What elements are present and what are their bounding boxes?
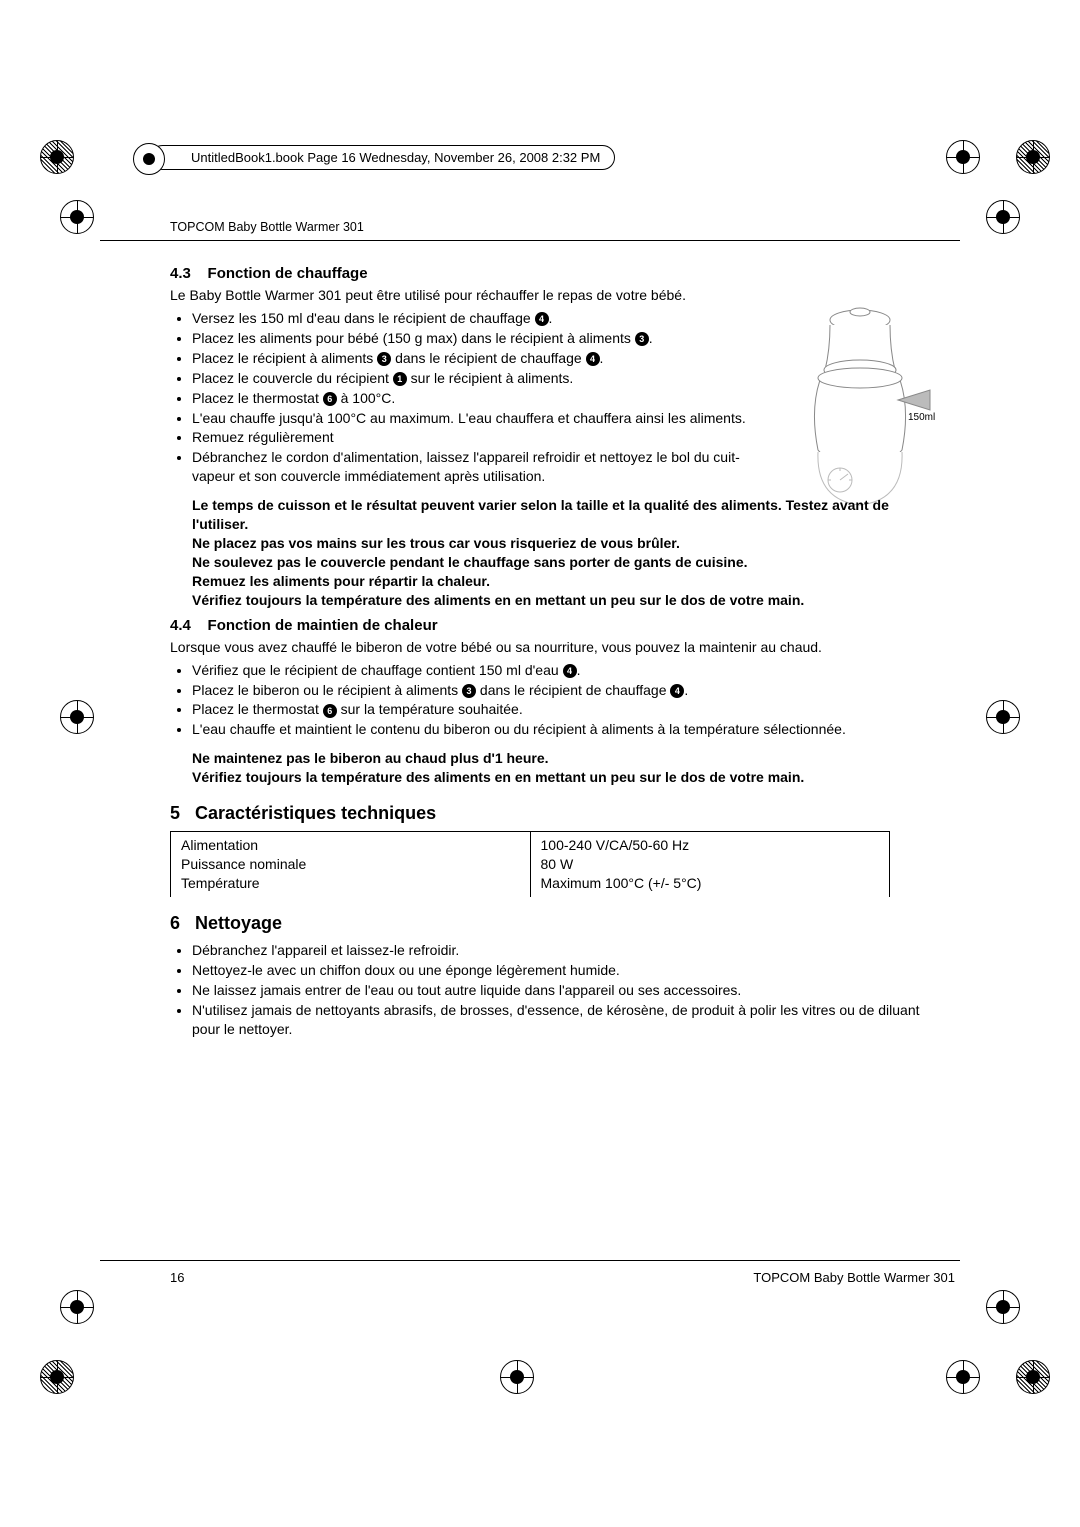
section-4-4-heading: 4.4 Fonction de maintien de chaleur bbox=[170, 616, 940, 636]
list-item: Placez les aliments pour bébé (150 g max… bbox=[192, 329, 752, 348]
ref-circle: 4 bbox=[563, 664, 577, 678]
list-item: Remuez régulièrement bbox=[192, 428, 752, 447]
list-item: L'eau chauffe et maintient le contenu du… bbox=[192, 720, 940, 739]
ref-circle: 6 bbox=[323, 392, 337, 406]
reg-mark-right-lower bbox=[986, 1290, 1020, 1324]
list-item: Nettoyez-le avec un chiffon doux ou une … bbox=[192, 961, 940, 980]
list-item: Placez le récipient à aliments 3 dans le… bbox=[192, 349, 752, 368]
ref-circle: 3 bbox=[635, 332, 649, 346]
reg-mark-bottom-right-1 bbox=[946, 1360, 980, 1394]
reg-mark-right-upper bbox=[986, 200, 1020, 234]
reg-mark-top-right-1 bbox=[946, 140, 980, 174]
running-head: UntitledBook1.book Page 16 Wednesday, No… bbox=[150, 150, 615, 165]
page-number: 16 bbox=[170, 1270, 184, 1285]
list-item: Placez le couvercle du récipient 1 sur l… bbox=[192, 369, 752, 388]
footer-rule bbox=[100, 1260, 960, 1261]
footer-product: TOPCOM Baby Bottle Warmer 301 bbox=[753, 1270, 955, 1285]
spec-table: Alimentation Puissance nominale Températ… bbox=[170, 831, 890, 897]
product-line: TOPCOM Baby Bottle Warmer 301 bbox=[170, 220, 364, 234]
list-item: Vérifiez que le récipient de chauffage c… bbox=[192, 661, 940, 680]
section-6-heading: 6 Nettoyage bbox=[170, 911, 940, 935]
reg-mark-bottom-right-2 bbox=[1016, 1360, 1050, 1394]
list-item: Placez le thermostat 6 à 100°C. bbox=[192, 389, 752, 408]
list-item: Placez le thermostat 6 sur la températur… bbox=[192, 700, 940, 719]
list-item: L'eau chauffe jusqu'à 100°C au maximum. … bbox=[192, 409, 752, 428]
section-4-3-heading: 4.3 Fonction de chauffage bbox=[170, 264, 940, 284]
reg-mark-right-mid bbox=[986, 700, 1020, 734]
header-rule bbox=[100, 240, 960, 241]
ref-circle: 3 bbox=[377, 352, 391, 366]
section-4-3-intro: Le Baby Bottle Warmer 301 peut être util… bbox=[170, 286, 940, 305]
reg-mark-bottom-left bbox=[40, 1360, 74, 1394]
reg-mark-top-left bbox=[40, 140, 74, 174]
ref-circle: 3 bbox=[462, 684, 476, 698]
ref-circle: 6 bbox=[323, 704, 337, 718]
list-item: Ne laissez jamais entrer de l'eau ou tou… bbox=[192, 981, 940, 1000]
section-5-heading: 5 Caractéristiques techniques bbox=[170, 801, 940, 825]
list-item: N'utilisez jamais de nettoyants abrasifs… bbox=[192, 1001, 940, 1039]
reg-mark-left-lower bbox=[60, 1290, 94, 1324]
list-item: Placez le biberon ou le récipient à alim… bbox=[192, 681, 940, 700]
ref-circle: 4 bbox=[535, 312, 549, 326]
list-item: Débranchez le cordon d'alimentation, lai… bbox=[192, 448, 752, 486]
reg-mark-left-mid bbox=[60, 700, 94, 734]
list-item: Versez les 150 ml d'eau dans le récipien… bbox=[192, 309, 752, 328]
list-item: Débranchez l'appareil et laissez-le refr… bbox=[192, 941, 940, 960]
page: UntitledBook1.book Page 16 Wednesday, No… bbox=[0, 0, 1080, 1527]
section-4-3-warning: Le temps de cuisson et le résultat peuve… bbox=[170, 496, 940, 609]
section-6-list: Débranchez l'appareil et laissez-le refr… bbox=[170, 941, 940, 1038]
reg-mark-left-upper bbox=[60, 200, 94, 234]
table-row: Alimentation Puissance nominale Températ… bbox=[171, 832, 890, 897]
ref-circle: 4 bbox=[670, 684, 684, 698]
section-4-4-list: Vérifiez que le récipient de chauffage c… bbox=[170, 661, 940, 740]
running-head-text: UntitledBook1.book Page 16 Wednesday, No… bbox=[191, 150, 600, 165]
ref-circle: 1 bbox=[393, 372, 407, 386]
section-4-4-intro: Lorsque vous avez chauffé le biberon de … bbox=[170, 638, 940, 657]
section-4-3-list: Versez les 150 ml d'eau dans le récipien… bbox=[170, 309, 752, 486]
section-4-4-warning: Ne maintenez pas le biberon au chaud plu… bbox=[170, 749, 940, 787]
reg-mark-top-right-2 bbox=[1016, 140, 1050, 174]
ref-circle: 4 bbox=[586, 352, 600, 366]
reg-mark-bottom-center bbox=[500, 1360, 534, 1394]
body-text: 4.3 Fonction de chauffage Le Baby Bottle… bbox=[170, 258, 940, 1043]
